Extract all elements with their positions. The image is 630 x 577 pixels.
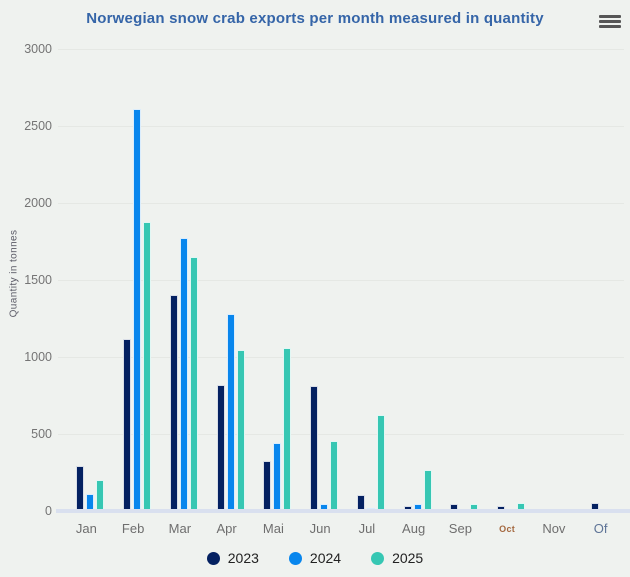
bar-2025-aug[interactable]	[423, 470, 432, 511]
legend: 2023 2024 2025	[0, 550, 630, 566]
xlabel-jan: Jan	[75, 521, 97, 536]
bar-2025-jul[interactable]	[376, 414, 385, 511]
bar-group-aug	[394, 470, 441, 511]
ytick-label-2000: 2000	[24, 196, 52, 210]
legend-label: 2024	[309, 550, 342, 566]
bar-group-of	[581, 503, 628, 511]
ytick-label-1500: 1500	[24, 273, 52, 287]
gridline-2500	[58, 126, 624, 127]
category-sep	[437, 49, 484, 511]
category-jul	[344, 49, 391, 511]
category-feb	[110, 49, 157, 511]
xlabel-jul: Jul	[358, 521, 376, 536]
xlabel-oct: Oct	[499, 524, 516, 534]
bar-2023-jun[interactable]	[310, 385, 319, 511]
category-jan	[63, 49, 110, 511]
xlabel-aug: Aug	[402, 521, 426, 536]
legend-item-2024[interactable]: 2024	[288, 550, 342, 566]
xlabel-jun: Jun	[309, 521, 331, 536]
gridline-2000	[58, 203, 624, 204]
category-mar	[157, 49, 204, 511]
bar-2025-mai[interactable]	[283, 347, 292, 511]
bar-group-mai	[254, 347, 301, 511]
hamburger-icon	[599, 19, 621, 23]
gridline-1500	[58, 280, 624, 281]
gridline-1000	[58, 357, 624, 358]
chart-context-menu-button[interactable]	[597, 10, 623, 32]
bar-2025-jan[interactable]	[96, 480, 105, 511]
bar-2023-aug[interactable]	[403, 506, 412, 511]
category-oct	[484, 49, 531, 511]
legend-marker-icon	[288, 551, 302, 565]
bar-2023-of[interactable]	[590, 503, 599, 511]
category-aug	[390, 49, 437, 511]
bar-2024-jun[interactable]	[320, 504, 329, 511]
category-of	[577, 49, 624, 511]
x-axis-line	[56, 509, 630, 513]
legend-marker-icon	[371, 551, 385, 565]
bar-2024-aug[interactable]	[413, 504, 422, 511]
legend-marker-icon	[206, 551, 220, 565]
ytick-label-3000: 3000	[24, 42, 52, 56]
bar-2024-mar[interactable]	[179, 238, 188, 511]
ytick-label-500: 500	[31, 427, 52, 441]
bar-2024-jan[interactable]	[86, 494, 95, 511]
bar-2025-sep[interactable]	[470, 504, 479, 511]
bar-2024-feb[interactable]	[133, 109, 142, 511]
bar-2025-feb[interactable]	[143, 221, 152, 511]
legend-item-2023[interactable]: 2023	[206, 550, 259, 566]
category-jun	[297, 49, 344, 511]
bar-2024-apr[interactable]	[226, 313, 235, 511]
category-mai	[250, 49, 297, 511]
xlabel-nov: Nov	[542, 521, 566, 536]
bar-2023-jan[interactable]	[76, 466, 85, 511]
bar-2025-jun[interactable]	[330, 440, 339, 511]
legend-label: 2023	[227, 550, 259, 566]
bar-2023-sep[interactable]	[450, 504, 459, 511]
bar-group-jul	[348, 414, 395, 511]
bar-group-mar	[161, 238, 208, 511]
bar-2023-jul[interactable]	[356, 494, 365, 511]
ytick-label-1000: 1000	[24, 350, 52, 364]
hamburger-icon	[599, 24, 621, 28]
bar-group-jan	[67, 466, 114, 511]
gridline-3000	[58, 49, 624, 50]
ytick-label-0: 0	[45, 504, 52, 518]
xlabel-apr: Apr	[216, 521, 237, 536]
bar-2025-oct[interactable]	[517, 503, 526, 511]
bar-2025-mar[interactable]	[189, 256, 198, 511]
x-axis-labels: Jan Feb Mar Apr Mai Jun Jul Aug Sep Oct Nov Of	[63, 521, 624, 536]
category-nov	[531, 49, 578, 511]
bar-2023-mar[interactable]	[169, 295, 178, 511]
legend-label: 2025	[392, 550, 424, 566]
bar-group-jun	[301, 385, 348, 511]
xlabel-mar: Mar	[168, 521, 192, 536]
chart-title: Norwegian snow crab exports per month me…	[86, 10, 544, 27]
bar-2023-mai[interactable]	[263, 460, 272, 511]
bar-2025-apr[interactable]	[236, 350, 245, 511]
bar-2024-mai[interactable]	[273, 443, 282, 511]
gridline-500	[58, 434, 624, 435]
ytick-label-2500: 2500	[24, 119, 52, 133]
legend-item-2025[interactable]: 2025	[371, 550, 423, 566]
bar-group-apr	[207, 313, 254, 511]
xlabel-of: Of	[593, 521, 608, 536]
xlabel-sep: Sep	[448, 521, 472, 536]
bar-2023-oct[interactable]	[497, 506, 506, 511]
xlabel-mai: Mai	[262, 521, 284, 536]
bar-2023-feb[interactable]	[123, 338, 132, 511]
xlabel-feb: Feb	[121, 521, 145, 536]
category-apr	[203, 49, 250, 511]
hamburger-icon	[599, 14, 621, 18]
plot-area	[63, 49, 624, 511]
bar-2023-apr[interactable]	[216, 384, 225, 511]
bar-group-feb	[114, 109, 161, 511]
